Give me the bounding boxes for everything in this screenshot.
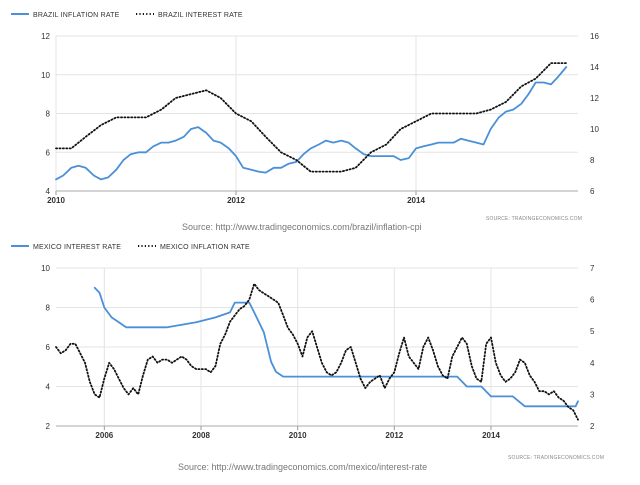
mexico-x-tick-label: 2014 — [482, 431, 500, 440]
mexico-right-tick-label: 7 — [590, 264, 595, 273]
brazil-source-text: Source: http://www.tradingeconomics.com/… — [182, 222, 422, 232]
mexico-right-tick-label: 2 — [590, 422, 595, 431]
mexico-left-tick-label: 4 — [46, 383, 51, 392]
mexico-interest-rate-line — [93, 286, 579, 408]
brazil-left-tick-label: 4 — [46, 187, 51, 196]
mexico-x-tick-label: 2010 — [289, 431, 307, 440]
brazil-x-tick-label: 2012 — [227, 196, 245, 205]
mexico-x-tick-label: 2012 — [385, 431, 403, 440]
brazil-interest-rate-line — [55, 62, 568, 173]
brazil-left-tick-label: 6 — [46, 148, 51, 157]
mexico-x-tick-label: 2008 — [192, 431, 210, 440]
brazil-credit-text: SOURCE: TRADINGECONOMICS.COM — [486, 216, 582, 222]
mexico-right-tick-label: 3 — [590, 390, 595, 399]
mexico-left-tick-label: 6 — [46, 343, 51, 352]
mexico-left-tick-label: 2 — [46, 422, 51, 431]
mexico-inflation-rate-legend-label: MEXICO INFLATION RATE — [160, 244, 250, 251]
brazil-x-tick-label: 2010 — [47, 196, 65, 205]
brazil-left-tick-label: 10 — [41, 71, 50, 80]
mexico-x-tick-label: 2006 — [95, 431, 113, 440]
brazil-inflation-rate-line — [55, 66, 568, 181]
brazil-left-tick-label: 8 — [46, 110, 51, 119]
mexico-left-tick-label: 8 — [46, 304, 51, 313]
mexico-right-tick-label: 4 — [590, 359, 595, 368]
mexico-left-tick-label: 10 — [41, 264, 50, 273]
brazil-left-tick-label: 12 — [41, 32, 50, 41]
brazil-right-tick-label: 16 — [590, 32, 599, 41]
mexico-credit-text: SOURCE: TRADINGECONOMICS.COM — [508, 455, 604, 461]
brazil-right-tick-label: 10 — [590, 125, 599, 134]
brazil-right-tick-label: 14 — [590, 63, 599, 72]
mexico-chart: 2 4 6 8 10 2 3 4 5 6 7 2006 2008 2010 2012 2014 MEXICO I… — [11, 244, 595, 440]
mexico-right-tick-label: 5 — [590, 327, 595, 336]
mexico-inflation-rate-line — [55, 282, 579, 421]
brazil-right-tick-label: 12 — [590, 94, 599, 103]
brazil-inflation-rate-legend-label: BRAZIL INFLATION RATE — [33, 12, 120, 19]
brazil-right-tick-label: 8 — [590, 156, 595, 165]
brazil-right-tick-label: 6 — [590, 187, 595, 196]
brazil-chart: 4 6 8 10 12 6 8 10 12 14 16 2010 2012 2014 BRAZIL INFL… — [11, 12, 599, 205]
mexico-source-text: Source: http://www.tradingeconomics.com/… — [178, 462, 427, 472]
brazil-x-tick-label: 2014 — [407, 196, 425, 205]
brazil-interest-rate-legend-label: BRAZIL INTEREST RATE — [158, 12, 243, 19]
mexico-right-tick-label: 6 — [590, 296, 595, 305]
mexico-interest-rate-legend-label: MEXICO INTEREST RATE — [33, 244, 121, 251]
